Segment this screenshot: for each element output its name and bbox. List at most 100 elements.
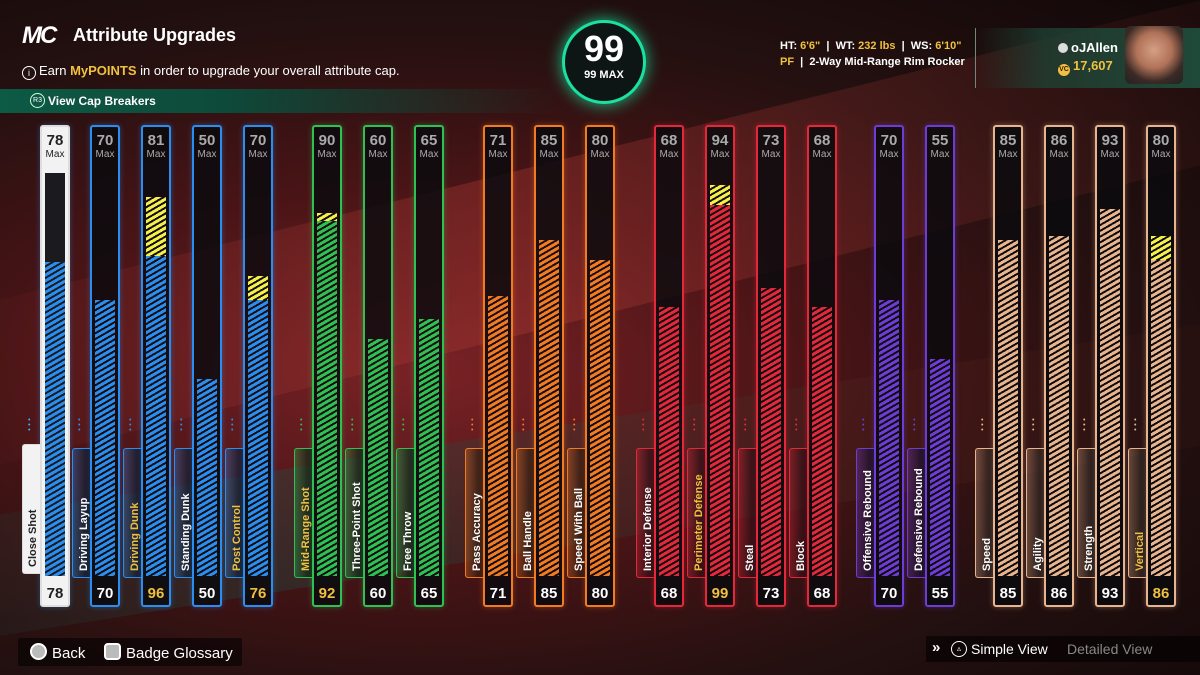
- attribute-track: [197, 181, 217, 576]
- attribute-fill: [146, 256, 166, 576]
- attribute-max-value: 68: [813, 132, 831, 149]
- attribute-current-value: 86: [1050, 585, 1068, 602]
- position-value: PF: [780, 56, 795, 68]
- attribute-name: Free Throw: [402, 511, 414, 571]
- attribute-max-label: Max: [95, 149, 115, 160]
- attribute-max-value: 55: [931, 132, 949, 149]
- attribute-track: [317, 181, 337, 576]
- attribute-column-driving-dunk[interactable]: 81 Max 96: [141, 125, 171, 607]
- attribute-track: [590, 181, 610, 576]
- attribute-column-close-shot[interactable]: 78 Max 78: [40, 125, 70, 607]
- scroll-dots: • • •: [231, 417, 234, 434]
- page-title: Attribute Upgrades: [73, 25, 237, 45]
- back-button[interactable]: Back: [30, 643, 85, 662]
- attribute-track: [539, 181, 559, 576]
- player-archetype-line: PF | 2-Way Mid-Range Rim Rocker: [780, 56, 965, 68]
- attribute-label-tab: Perimeter Defense: [687, 448, 707, 578]
- attribute-max-label: Max: [812, 149, 832, 160]
- attribute-column-vertical[interactable]: 80 Max 86: [1146, 125, 1176, 607]
- attribute-column-ball-handle[interactable]: 85 Max 85: [534, 125, 564, 607]
- attribute-max-label: Max: [879, 149, 899, 160]
- attribute-name: Vertical: [1134, 531, 1146, 571]
- attribute-label-tab: Interior Defense: [636, 448, 656, 578]
- attribute-label-tab: Strength: [1077, 448, 1097, 578]
- badge-glossary-button[interactable]: Badge Glossary: [104, 643, 233, 662]
- attribute-fill: [710, 204, 730, 576]
- weight-value: 232 lbs: [858, 40, 896, 52]
- attribute-fill: [590, 260, 610, 576]
- overall-max: 99 MAX: [584, 69, 624, 81]
- view-cap-breakers-button[interactable]: R3 View Cap Breakers: [0, 89, 560, 113]
- attribute-column-block[interactable]: 68 Max 68: [807, 125, 837, 607]
- attribute-track: [812, 181, 832, 576]
- mypoints-highlight: MyPOINTS: [70, 63, 137, 78]
- attribute-column-interior-defense[interactable]: 68 Max 68: [654, 125, 684, 607]
- attribute-max-label: Max: [317, 149, 337, 160]
- attribute-column-standing-dunk[interactable]: 50 Max 50: [192, 125, 222, 607]
- vc-coin-icon: VC: [1058, 64, 1070, 76]
- attribute-current-value: 76: [249, 585, 267, 602]
- footer-controls: Back Badge Glossary: [18, 638, 242, 666]
- scroll-dots: • • •: [300, 417, 303, 434]
- ht-label: HT:: [780, 40, 798, 52]
- attribute-column-post-control[interactable]: 70 Max 76: [243, 125, 273, 607]
- attribute-column-strength[interactable]: 93 Max 93: [1095, 125, 1125, 607]
- attribute-label-tab: Driving Dunk: [123, 448, 143, 578]
- attribute-max-value: 80: [1152, 132, 1170, 149]
- attribute-fill: [1100, 208, 1120, 576]
- attribute-column-speed-with-ball[interactable]: 80 Max 80: [585, 125, 615, 607]
- simple-view-tab[interactable]: Simple View: [971, 641, 1048, 657]
- attribute-label-tab: Defensive Rebound: [907, 448, 927, 578]
- attribute-current-value: 71: [489, 585, 507, 602]
- info-icon: i: [22, 66, 36, 80]
- attribute-column-driving-layup[interactable]: 70 Max 70: [90, 125, 120, 607]
- attribute-current-value: 70: [96, 585, 114, 602]
- attribute-boost-fill: [248, 275, 268, 300]
- attribute-label-tab: Speed: [975, 448, 995, 578]
- attribute-current-value: 96: [147, 585, 165, 602]
- attribute-track: [45, 173, 65, 576]
- attribute-name: Steal: [744, 544, 756, 571]
- attribute-name: Strength: [1083, 525, 1095, 571]
- player-measurements: HT: 6'6" | WT: 232 lbs | WS: 6'10": [780, 40, 962, 52]
- attribute-max-value: 81: [147, 132, 165, 149]
- attribute-column-three-point-shot[interactable]: 60 Max 60: [363, 125, 393, 607]
- attribute-fill: [812, 307, 832, 576]
- attribute-column-perimeter-defense[interactable]: 94 Max 99: [705, 125, 735, 607]
- attribute-column-offensive-rebound[interactable]: 70 Max 70: [874, 125, 904, 607]
- attribute-track: [1100, 181, 1120, 576]
- attribute-column-pass-accuracy[interactable]: 71 Max 71: [483, 125, 513, 607]
- detailed-view-tab[interactable]: Detailed View: [1067, 641, 1153, 657]
- scroll-dots: • • •: [28, 417, 31, 434]
- attribute-name: Defensive Rebound: [913, 468, 925, 571]
- attribute-column-speed[interactable]: 85 Max 85: [993, 125, 1023, 607]
- wingspan-value: 6'10": [935, 40, 962, 52]
- attribute-name: Perimeter Defense: [693, 474, 705, 571]
- attribute-max-value: 73: [762, 132, 780, 149]
- attribute-max-value: 85: [540, 132, 558, 149]
- attribute-current-value: 60: [369, 585, 387, 602]
- attribute-column-defensive-rebound[interactable]: 55 Max 55: [925, 125, 955, 607]
- attribute-current-value: 93: [1101, 585, 1119, 602]
- attribute-column-steal[interactable]: 73 Max 73: [756, 125, 786, 607]
- attribute-max-label: Max: [761, 149, 781, 160]
- attribute-track: [710, 181, 730, 576]
- attribute-name: Driving Layup: [78, 497, 90, 571]
- scroll-dots: • • •: [471, 417, 474, 434]
- attribute-column-mid-range-shot[interactable]: 90 Max 92: [312, 125, 342, 607]
- attribute-track: [761, 181, 781, 576]
- attribute-track: [930, 181, 950, 576]
- attribute-label-tab: Close Shot: [22, 444, 40, 574]
- scroll-dots: • • •: [981, 417, 984, 434]
- scroll-dots: • • •: [402, 417, 405, 434]
- subtitle-pre: Earn: [39, 63, 71, 78]
- attribute-name: Agility: [1032, 537, 1044, 571]
- scroll-dots: • • •: [913, 417, 916, 434]
- attribute-name: Interior Defense: [642, 487, 654, 571]
- view-toggle: » ▵ Simple View Detailed View: [926, 636, 1200, 662]
- attribute-label-tab: Three-Point Shot: [345, 448, 365, 578]
- attribute-fill: [930, 358, 950, 576]
- attribute-max-value: 85: [999, 132, 1017, 149]
- attribute-column-free-throw[interactable]: 65 Max 65: [414, 125, 444, 607]
- attribute-column-agility[interactable]: 86 Max 86: [1044, 125, 1074, 607]
